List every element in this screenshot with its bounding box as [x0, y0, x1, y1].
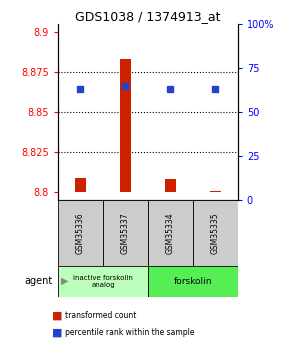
Text: inactive forskolin
analog: inactive forskolin analog — [73, 275, 133, 288]
Title: GDS1038 / 1374913_at: GDS1038 / 1374913_at — [75, 10, 221, 23]
Text: percentile rank within the sample: percentile rank within the sample — [65, 328, 195, 337]
Text: ■: ■ — [52, 311, 63, 321]
Text: ■: ■ — [52, 328, 63, 338]
Bar — [148, 266, 238, 297]
Text: GSM35335: GSM35335 — [211, 212, 220, 254]
Bar — [103, 200, 148, 266]
Text: GSM35336: GSM35336 — [76, 212, 85, 254]
Text: agent: agent — [24, 276, 52, 286]
Text: forskolin: forskolin — [174, 277, 212, 286]
Text: ▶: ▶ — [61, 276, 68, 286]
Bar — [58, 200, 103, 266]
Bar — [75, 178, 86, 192]
Bar — [120, 59, 131, 192]
Text: GSM35334: GSM35334 — [166, 212, 175, 254]
Bar — [165, 179, 176, 192]
Bar — [148, 200, 193, 266]
Bar — [210, 190, 221, 192]
Text: transformed count: transformed count — [65, 311, 137, 320]
Bar — [58, 266, 148, 297]
Bar — [193, 200, 238, 266]
Text: GSM35337: GSM35337 — [121, 212, 130, 254]
